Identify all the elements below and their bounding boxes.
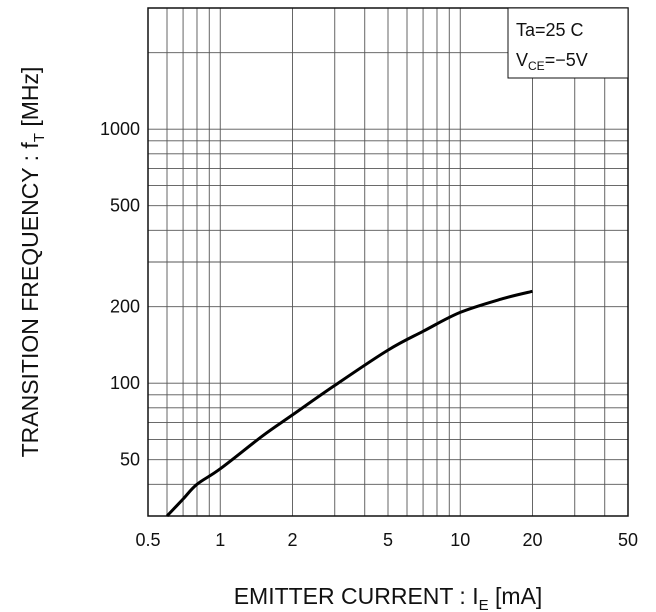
legend-voltage: VCE=−5V <box>516 50 588 73</box>
grid <box>148 8 628 516</box>
x-tick-label: 10 <box>450 530 470 550</box>
legend-box <box>507 7 629 79</box>
y-tick-label: 500 <box>110 196 140 216</box>
y-tick-label: 200 <box>110 297 140 317</box>
y-axis-label: TRANSITION FREQUENCY : fT [MHz] <box>17 67 48 458</box>
x-tick-labels: 0.5 1 2 5 10 20 50 <box>135 530 638 550</box>
x-tick-label: 5 <box>383 530 393 550</box>
x-tick-label: 1 <box>215 530 225 550</box>
x-axis-label: EMITTER CURRENT : IE [mA] <box>234 583 543 612</box>
y-tick-label: 1000 <box>100 119 140 139</box>
legend-temperature: Ta=25 C <box>516 20 584 40</box>
y-tick-label: 100 <box>110 373 140 393</box>
x-tick-label: 2 <box>287 530 297 550</box>
x-tick-label: 0.5 <box>135 530 160 550</box>
legend: Ta=25 C VCE=−5V <box>507 7 629 79</box>
series-line <box>165 289 533 518</box>
curve-layer <box>165 289 533 518</box>
y-tick-labels: 50 100 200 500 1000 <box>100 119 140 469</box>
x-tick-label: 20 <box>522 530 542 550</box>
plot-frame <box>147 7 629 517</box>
y-tick-label: 50 <box>120 450 140 470</box>
x-tick-label: 50 <box>618 530 638 550</box>
